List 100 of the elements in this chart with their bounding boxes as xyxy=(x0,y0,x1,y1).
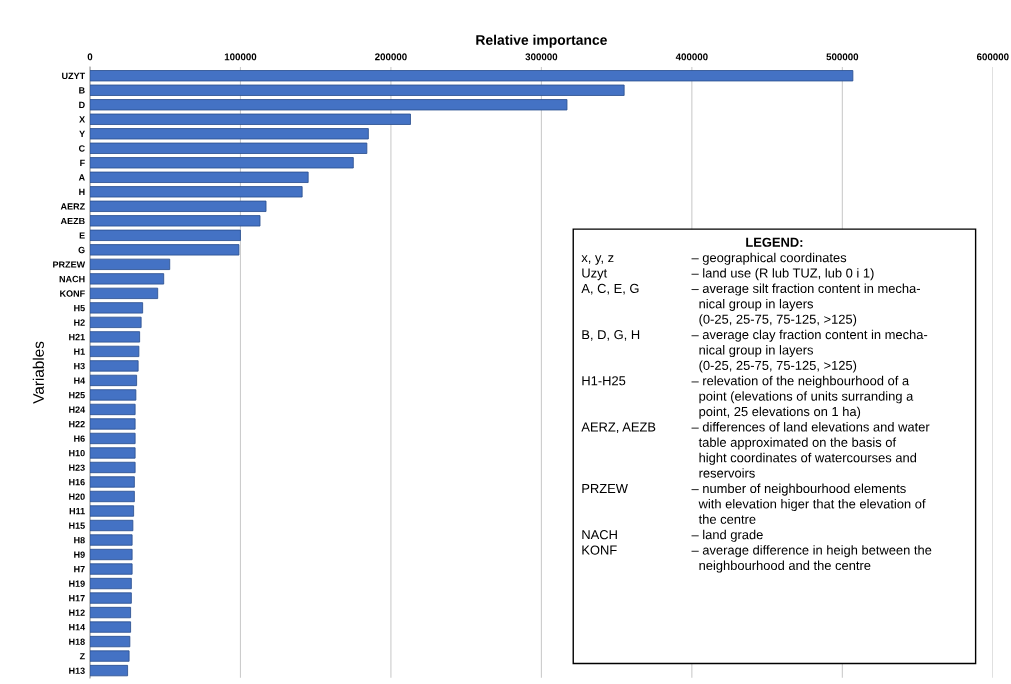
bar xyxy=(89,389,137,401)
annotation: LEGEND: xyxy=(746,237,803,247)
y-tick-label: H12 xyxy=(69,609,85,616)
text: A, C, E, G – average silt fraction content in mecha- nical group in layers (0-25, 25-75, 75-125, >125) xyxy=(581,283,920,327)
text: Uzyt – land use (R lub TUZ, lub 0 i 1) xyxy=(582,268,874,281)
bar xyxy=(89,331,141,343)
y-axis-title: Variables xyxy=(32,341,44,404)
y-tick-label: F xyxy=(80,159,85,167)
bar xyxy=(89,505,135,517)
bar xyxy=(89,403,136,416)
y-tick-label: B xyxy=(79,87,85,94)
text: KONF – average difference in heigh between the neighbourhood and the centre xyxy=(582,545,932,573)
bar xyxy=(89,592,132,604)
y-tick-label: H5 xyxy=(74,304,85,312)
y-tick-label: KONF xyxy=(60,290,85,297)
text: PRZEW – number of neighbourhood elements with elevation higer that the elevation of the centre xyxy=(582,483,926,524)
y-tick-label: H25 xyxy=(69,391,85,399)
y-tick-label: H9 xyxy=(74,551,85,558)
text: AERZ, AEZB – differences of land elevations and water table approximated on the basis of hight coordinates of watercourses and reservoirs xyxy=(581,422,930,478)
y-tick-label: C xyxy=(78,145,85,152)
x-axis-title: Relative importance xyxy=(476,34,607,48)
bar xyxy=(89,490,135,503)
y-tick-label: H xyxy=(79,188,85,196)
y-tick-label: H8 xyxy=(74,536,85,544)
y-tick-label: H19 xyxy=(69,580,85,587)
text: NACH – land grade xyxy=(582,529,763,542)
bar xyxy=(89,360,139,372)
bar xyxy=(89,519,134,532)
bar xyxy=(89,621,132,633)
x-tick-label: 300000 xyxy=(525,53,558,61)
text: B, D, G, H – average clay fraction content in mecha- nical group in layers (0-25, 25-75, 75-125, >125) xyxy=(582,329,928,373)
y-tick-label: Y xyxy=(79,130,85,138)
y-tick-label: X xyxy=(79,116,86,123)
y-tick-label: NACH xyxy=(59,275,85,283)
bar xyxy=(89,258,171,270)
bar xyxy=(89,374,138,387)
bar xyxy=(89,200,267,212)
y-tick-label: H11 xyxy=(69,508,85,515)
y-tick-label: AEZB xyxy=(60,217,85,225)
bar xyxy=(89,461,136,474)
bar xyxy=(89,548,133,561)
x-tick-label: 100000 xyxy=(224,53,257,61)
y-tick-label: H17 xyxy=(69,595,85,602)
bar xyxy=(89,171,309,183)
x-tick-label: 500000 xyxy=(826,53,859,61)
bar xyxy=(89,128,369,140)
y-tick-label: Z xyxy=(79,653,85,660)
x-tick-label: 600000 xyxy=(976,53,1009,61)
y-tick-label: H2 xyxy=(74,319,85,326)
bar xyxy=(89,418,136,430)
y-tick-label: H23 xyxy=(69,464,85,471)
bar xyxy=(89,447,136,459)
bar xyxy=(89,215,261,227)
y-tick-label: H16 xyxy=(69,478,85,486)
bar xyxy=(89,345,140,358)
y-tick-label: H6 xyxy=(74,435,85,442)
bar xyxy=(89,113,411,125)
y-tick-label: PRZEW xyxy=(53,261,86,268)
y-tick-label: H24 xyxy=(69,406,86,413)
bar xyxy=(89,534,133,546)
bar xyxy=(89,664,129,677)
y-tick-label: A xyxy=(78,174,85,181)
y-tick-label: H10 xyxy=(69,449,85,457)
bar xyxy=(89,84,625,96)
bar xyxy=(89,606,132,619)
bar xyxy=(89,577,132,590)
y-tick-label: H22 xyxy=(69,420,85,428)
y-tick-label: H13 xyxy=(69,667,85,674)
y-tick-label: H3 xyxy=(74,362,85,370)
bar xyxy=(89,70,854,82)
bar xyxy=(89,635,131,648)
y-tick-label: H4 xyxy=(74,377,86,384)
y-tick-label: UZYT xyxy=(62,72,86,80)
bar xyxy=(89,186,303,198)
bar xyxy=(89,316,142,329)
text: H1-H25 – relevation of the neighbourhood of a point (elevations of units surranding a point, 25 elevations on 1 ha) xyxy=(582,375,914,419)
y-tick-label: H18 xyxy=(69,638,85,645)
y-tick-label: H15 xyxy=(69,522,85,529)
y-tick-label: H14 xyxy=(69,624,86,631)
bar xyxy=(89,99,568,111)
y-tick-label: H21 xyxy=(69,333,85,341)
y-tick-label: E xyxy=(79,232,85,239)
y-tick-label: H1 xyxy=(74,348,85,355)
bar xyxy=(89,476,135,488)
bar xyxy=(89,287,159,300)
bar xyxy=(89,142,368,154)
y-tick-label: D xyxy=(79,101,85,109)
y-tick-label: AERZ xyxy=(60,203,85,210)
bar xyxy=(89,302,144,314)
y-tick-label: H7 xyxy=(74,566,85,573)
text: x, y, z – geographical coordinates xyxy=(581,252,847,265)
bar xyxy=(89,244,240,256)
x-tick-label: 200000 xyxy=(375,53,407,61)
bar xyxy=(89,157,354,169)
y-tick-label: H20 xyxy=(69,493,85,500)
bar xyxy=(89,563,133,575)
x-tick-label: 0 xyxy=(87,53,93,61)
y-tick-label: G xyxy=(78,246,85,254)
bar xyxy=(89,432,136,445)
x-tick-label: 400000 xyxy=(675,53,708,61)
